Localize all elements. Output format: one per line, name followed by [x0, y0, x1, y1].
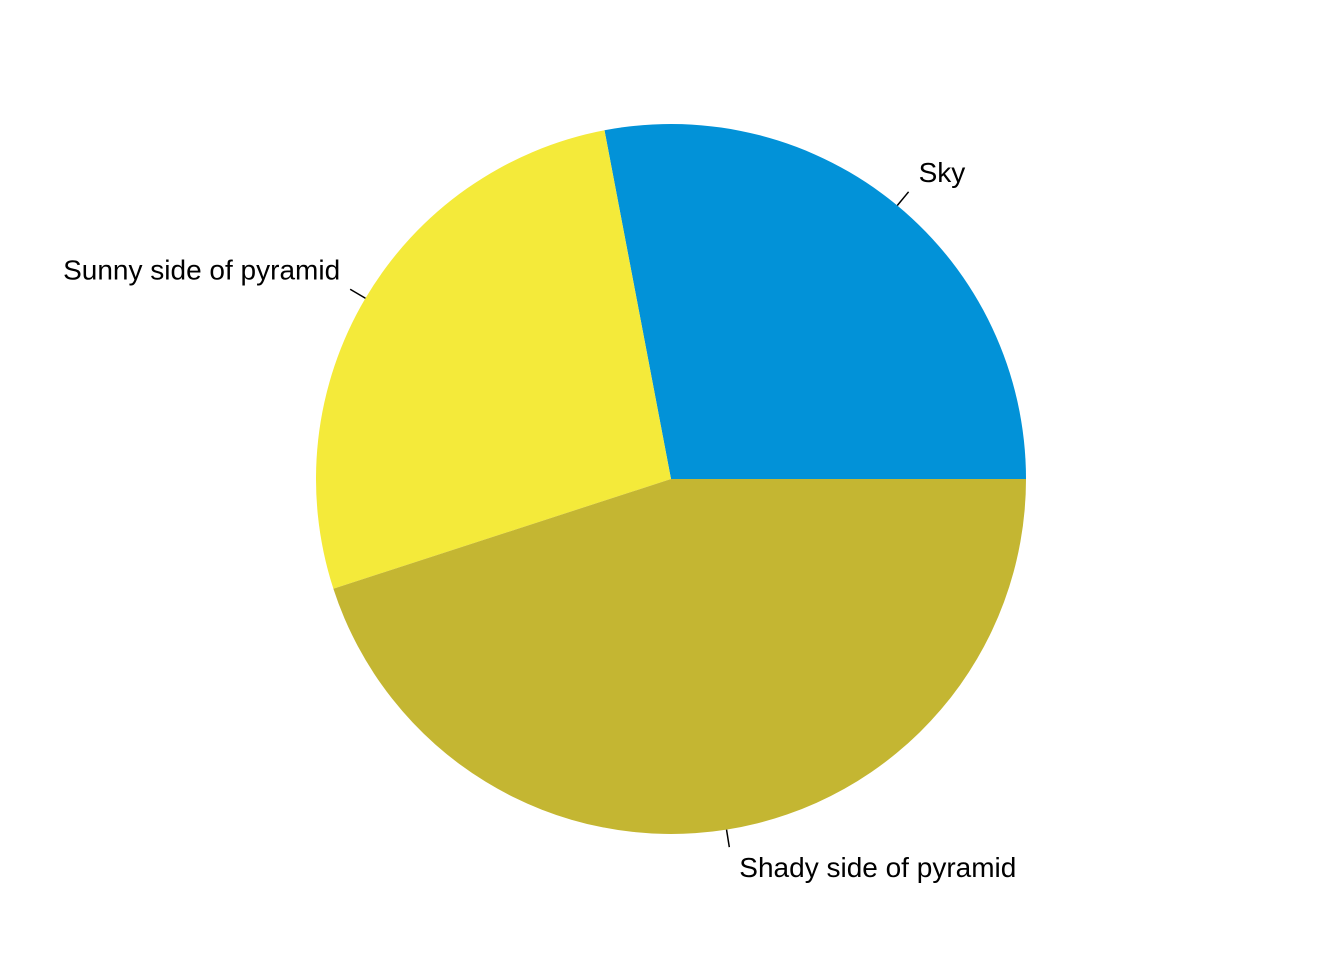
slice-label-sky: Sky — [919, 157, 966, 188]
slice-label-sunny-side-of-pyramid: Sunny side of pyramid — [63, 254, 340, 285]
slice-label-shady-side-of-pyramid: Shady side of pyramid — [739, 852, 1016, 883]
leader-line-sunny-side-of-pyramid — [349, 288, 366, 299]
pie-slices — [315, 123, 1026, 834]
pie-slice-sky — [604, 123, 1026, 479]
pie-slice-sunny-side-of-pyramid — [315, 130, 671, 589]
pie-slice-shady-side-of-pyramid — [333, 479, 1026, 834]
pie-labels: Sky Sunny side of pyramid Shady side of py… — [63, 157, 1016, 883]
leader-line-shady-side-of-pyramid — [725, 829, 731, 848]
leader-line-sky — [896, 191, 910, 206]
